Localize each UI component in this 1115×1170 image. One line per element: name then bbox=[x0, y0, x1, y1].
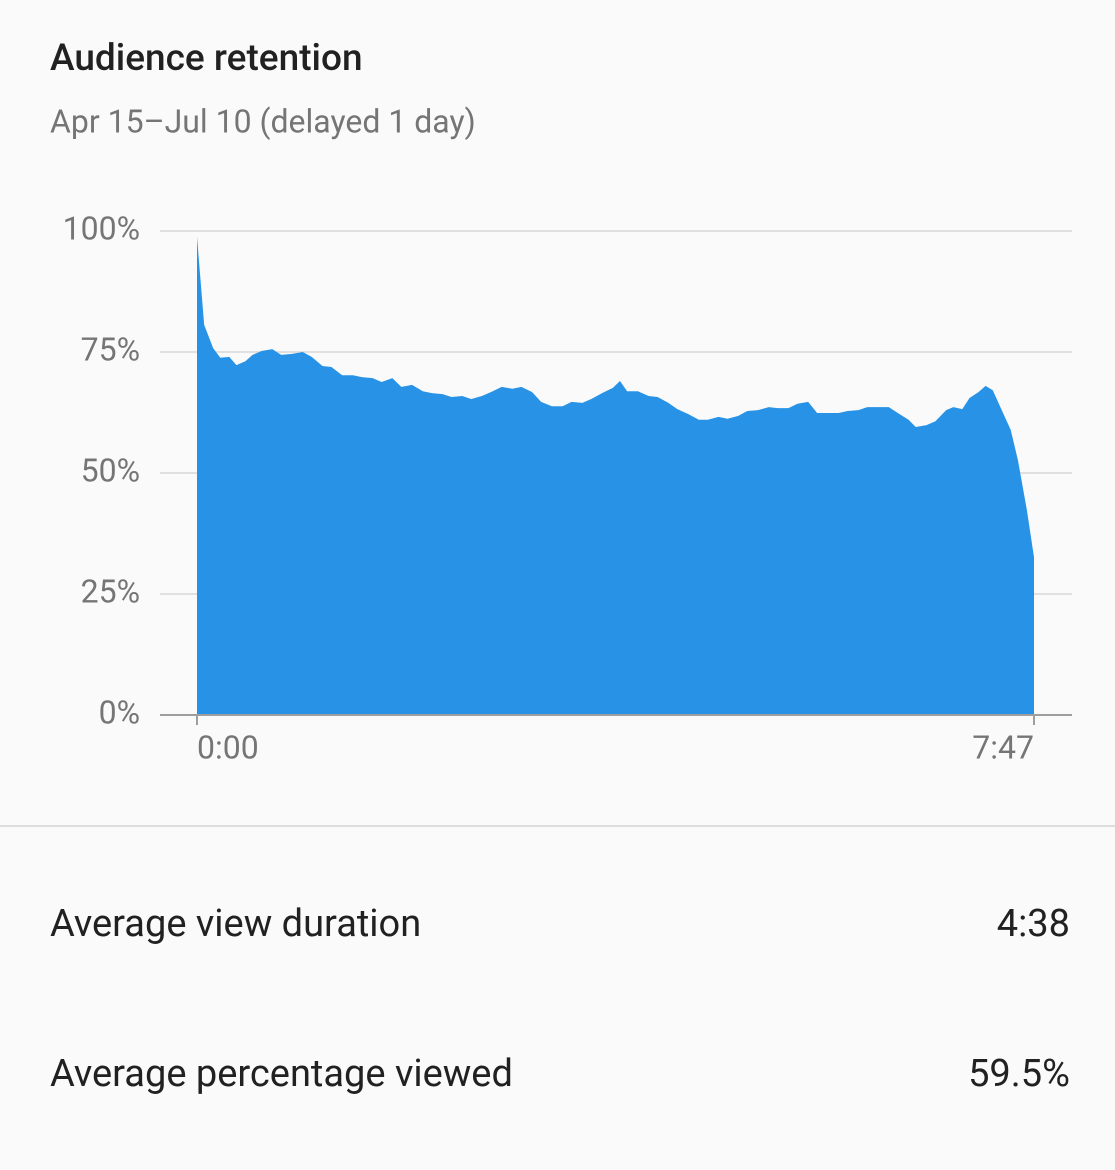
y-tick-label: 25% bbox=[81, 572, 140, 610]
retention-area bbox=[197, 236, 1034, 716]
x-tick-label: 7:47 bbox=[972, 728, 1034, 766]
stat-value: 4:38 bbox=[997, 902, 1070, 946]
stat-value: 59.5% bbox=[968, 1052, 1070, 1096]
y-tick-label: 75% bbox=[81, 330, 140, 368]
y-tick-label: 0% bbox=[99, 693, 140, 731]
chart-title: Audience retention bbox=[50, 37, 363, 80]
stat-label: Average percentage viewed bbox=[50, 1052, 513, 1096]
y-tick-label: 100% bbox=[63, 209, 140, 247]
stat-label: Average view duration bbox=[50, 902, 421, 946]
chart-subtitle: Apr 15–Jul 10 (delayed 1 day) bbox=[50, 102, 476, 140]
y-tick-label: 50% bbox=[81, 451, 140, 489]
x-tick-label: 0:00 bbox=[197, 728, 259, 766]
